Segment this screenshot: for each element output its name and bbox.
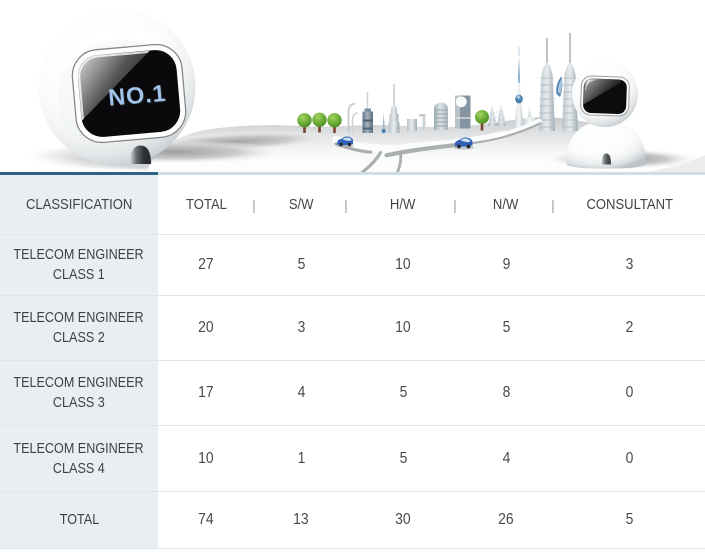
svg-text:NO.1: NO.1 [107,80,167,111]
svg-text:NO.1: NO.1 [108,81,168,112]
